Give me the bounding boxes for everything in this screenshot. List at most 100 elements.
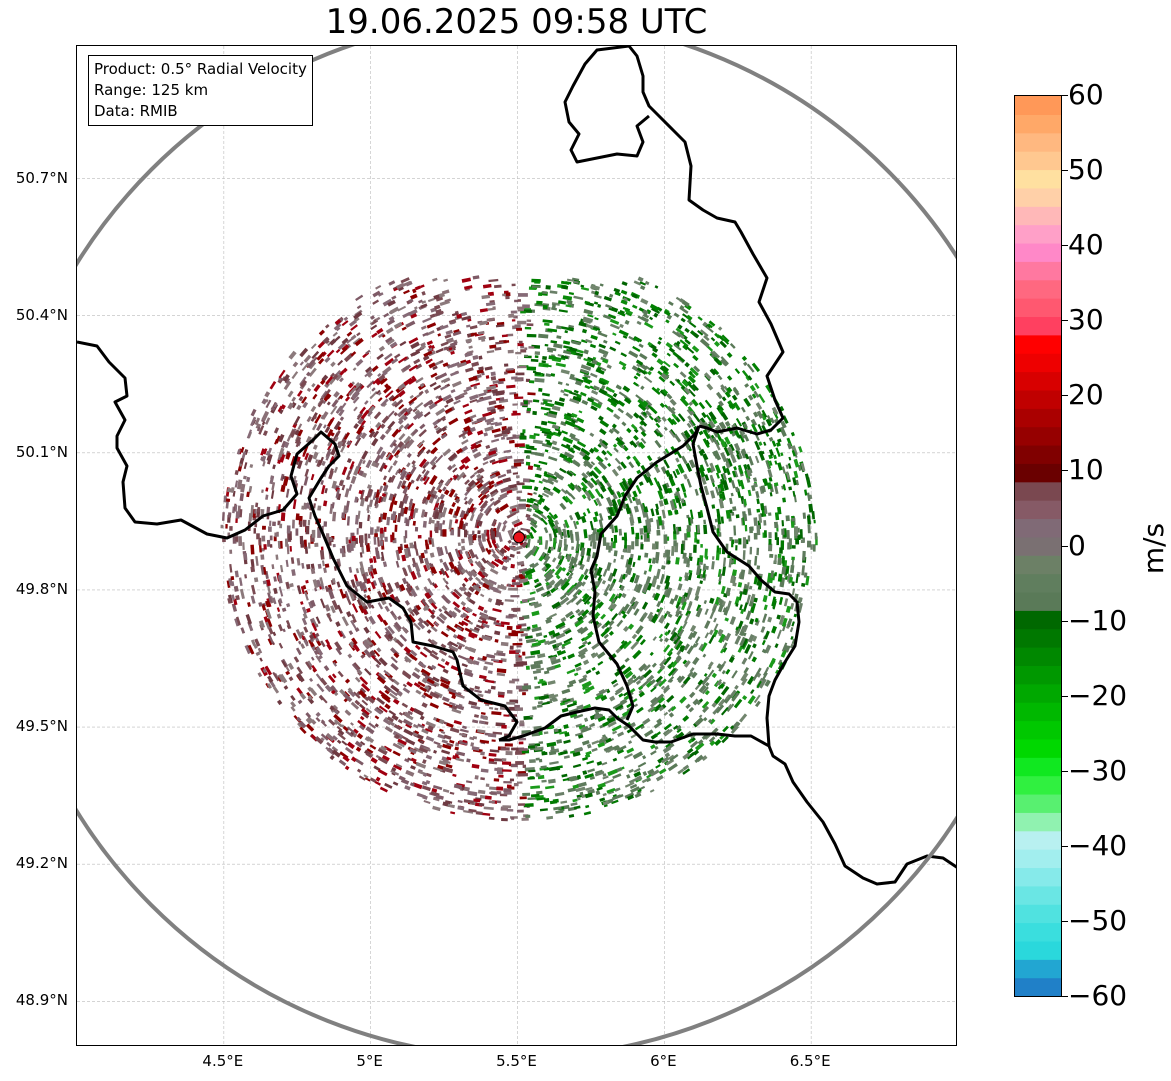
echo-bin [642, 755, 647, 760]
echo-bin [659, 389, 668, 397]
echo-bin [333, 420, 342, 431]
echo-bin [743, 434, 750, 442]
echo-bin [384, 426, 392, 435]
echo-bin [656, 718, 662, 724]
echo-bin [452, 467, 458, 473]
echo-bin [662, 745, 672, 754]
echo-bin [222, 512, 225, 521]
echo-bin [442, 577, 447, 583]
echo-bin [435, 347, 444, 354]
echo-bin [617, 407, 624, 414]
echo-bin [738, 538, 742, 545]
echo-bin [572, 798, 578, 803]
echo-bin [663, 723, 672, 731]
echo-bin [734, 368, 741, 375]
echo-bin [356, 732, 364, 740]
echo-bin [596, 601, 604, 609]
echo-bin [667, 560, 671, 564]
echo-bin [666, 352, 671, 357]
echo-bin [804, 473, 810, 480]
echo-bin [511, 579, 516, 583]
echo-bin [501, 817, 508, 822]
echo-bin [589, 520, 594, 531]
echo-bin [747, 489, 752, 497]
echo-bin [490, 438, 500, 443]
echo-bin [608, 630, 615, 636]
echo-bin [336, 739, 342, 744]
echo-bin [401, 702, 409, 709]
echo-bin [771, 625, 777, 634]
echo-bin [614, 457, 621, 465]
echo-bin [476, 429, 484, 436]
echo-bin [515, 649, 521, 653]
echo-bin [414, 285, 421, 291]
echo-bin [305, 712, 312, 719]
echo-bin [656, 529, 661, 536]
echo-bin [526, 407, 531, 412]
echo-bin [534, 377, 545, 383]
echo-bin [687, 738, 693, 744]
radar-map-svg[interactable] [77, 46, 957, 1046]
echo-bin [297, 699, 303, 705]
echo-bin [474, 560, 482, 569]
echo-bin [752, 635, 758, 642]
echo-bin [341, 337, 349, 345]
echo-bin [691, 383, 699, 392]
echo-bin [689, 419, 696, 427]
echo-bin [530, 358, 539, 363]
echo-bin [432, 796, 440, 802]
echo-bin [229, 563, 233, 573]
echo-bin [274, 532, 277, 538]
echo-bin [671, 418, 678, 426]
echo-bin [571, 546, 575, 551]
echo-bin [292, 519, 295, 529]
echo-bin [703, 600, 707, 605]
echo-bin [498, 774, 504, 778]
echo-bin [410, 611, 415, 617]
echo-bin [536, 300, 543, 305]
echo-bin [509, 778, 515, 782]
echo-bin [611, 423, 617, 429]
echo-bin [373, 411, 382, 420]
echo-bin [485, 679, 495, 684]
echo-bin [633, 574, 640, 584]
echo-bin [569, 529, 574, 540]
echo-bin [777, 462, 783, 471]
echo-bin [477, 605, 485, 612]
echo-bin [345, 730, 354, 738]
echo-bin [582, 328, 588, 334]
echo-bin [408, 337, 419, 345]
echo-bin [441, 756, 450, 763]
echo-bin [365, 637, 373, 646]
echo-bin [596, 651, 606, 659]
echo-bin [681, 601, 687, 611]
echo-bin [376, 353, 384, 361]
echo-bin [631, 496, 636, 502]
echo-bin [482, 756, 487, 760]
echo-bin [535, 452, 545, 457]
echo-bin [640, 385, 645, 390]
echo-bin [500, 641, 509, 647]
echo-bin [774, 521, 779, 529]
echo-bin [501, 334, 508, 338]
echo-bin [501, 758, 507, 762]
echo-bin [586, 361, 596, 368]
radar-map-panel[interactable] [76, 45, 957, 1046]
echo-bin [477, 493, 483, 499]
echo-bin [344, 488, 350, 498]
echo-bin [506, 333, 514, 337]
echo-bin [700, 544, 703, 548]
echo-bin [558, 397, 566, 403]
echo-bin [494, 284, 502, 289]
echo-bin [351, 663, 360, 672]
echo-bin [639, 638, 646, 646]
echo-bin [331, 599, 339, 611]
echo-bin [543, 527, 549, 534]
echo-bin [684, 338, 691, 345]
echo-bin [506, 625, 513, 631]
echo-bin [324, 563, 330, 568]
echo-bin [656, 519, 660, 530]
echo-bin [375, 776, 381, 782]
echo-bin [529, 715, 534, 718]
echo-bin [624, 319, 630, 325]
